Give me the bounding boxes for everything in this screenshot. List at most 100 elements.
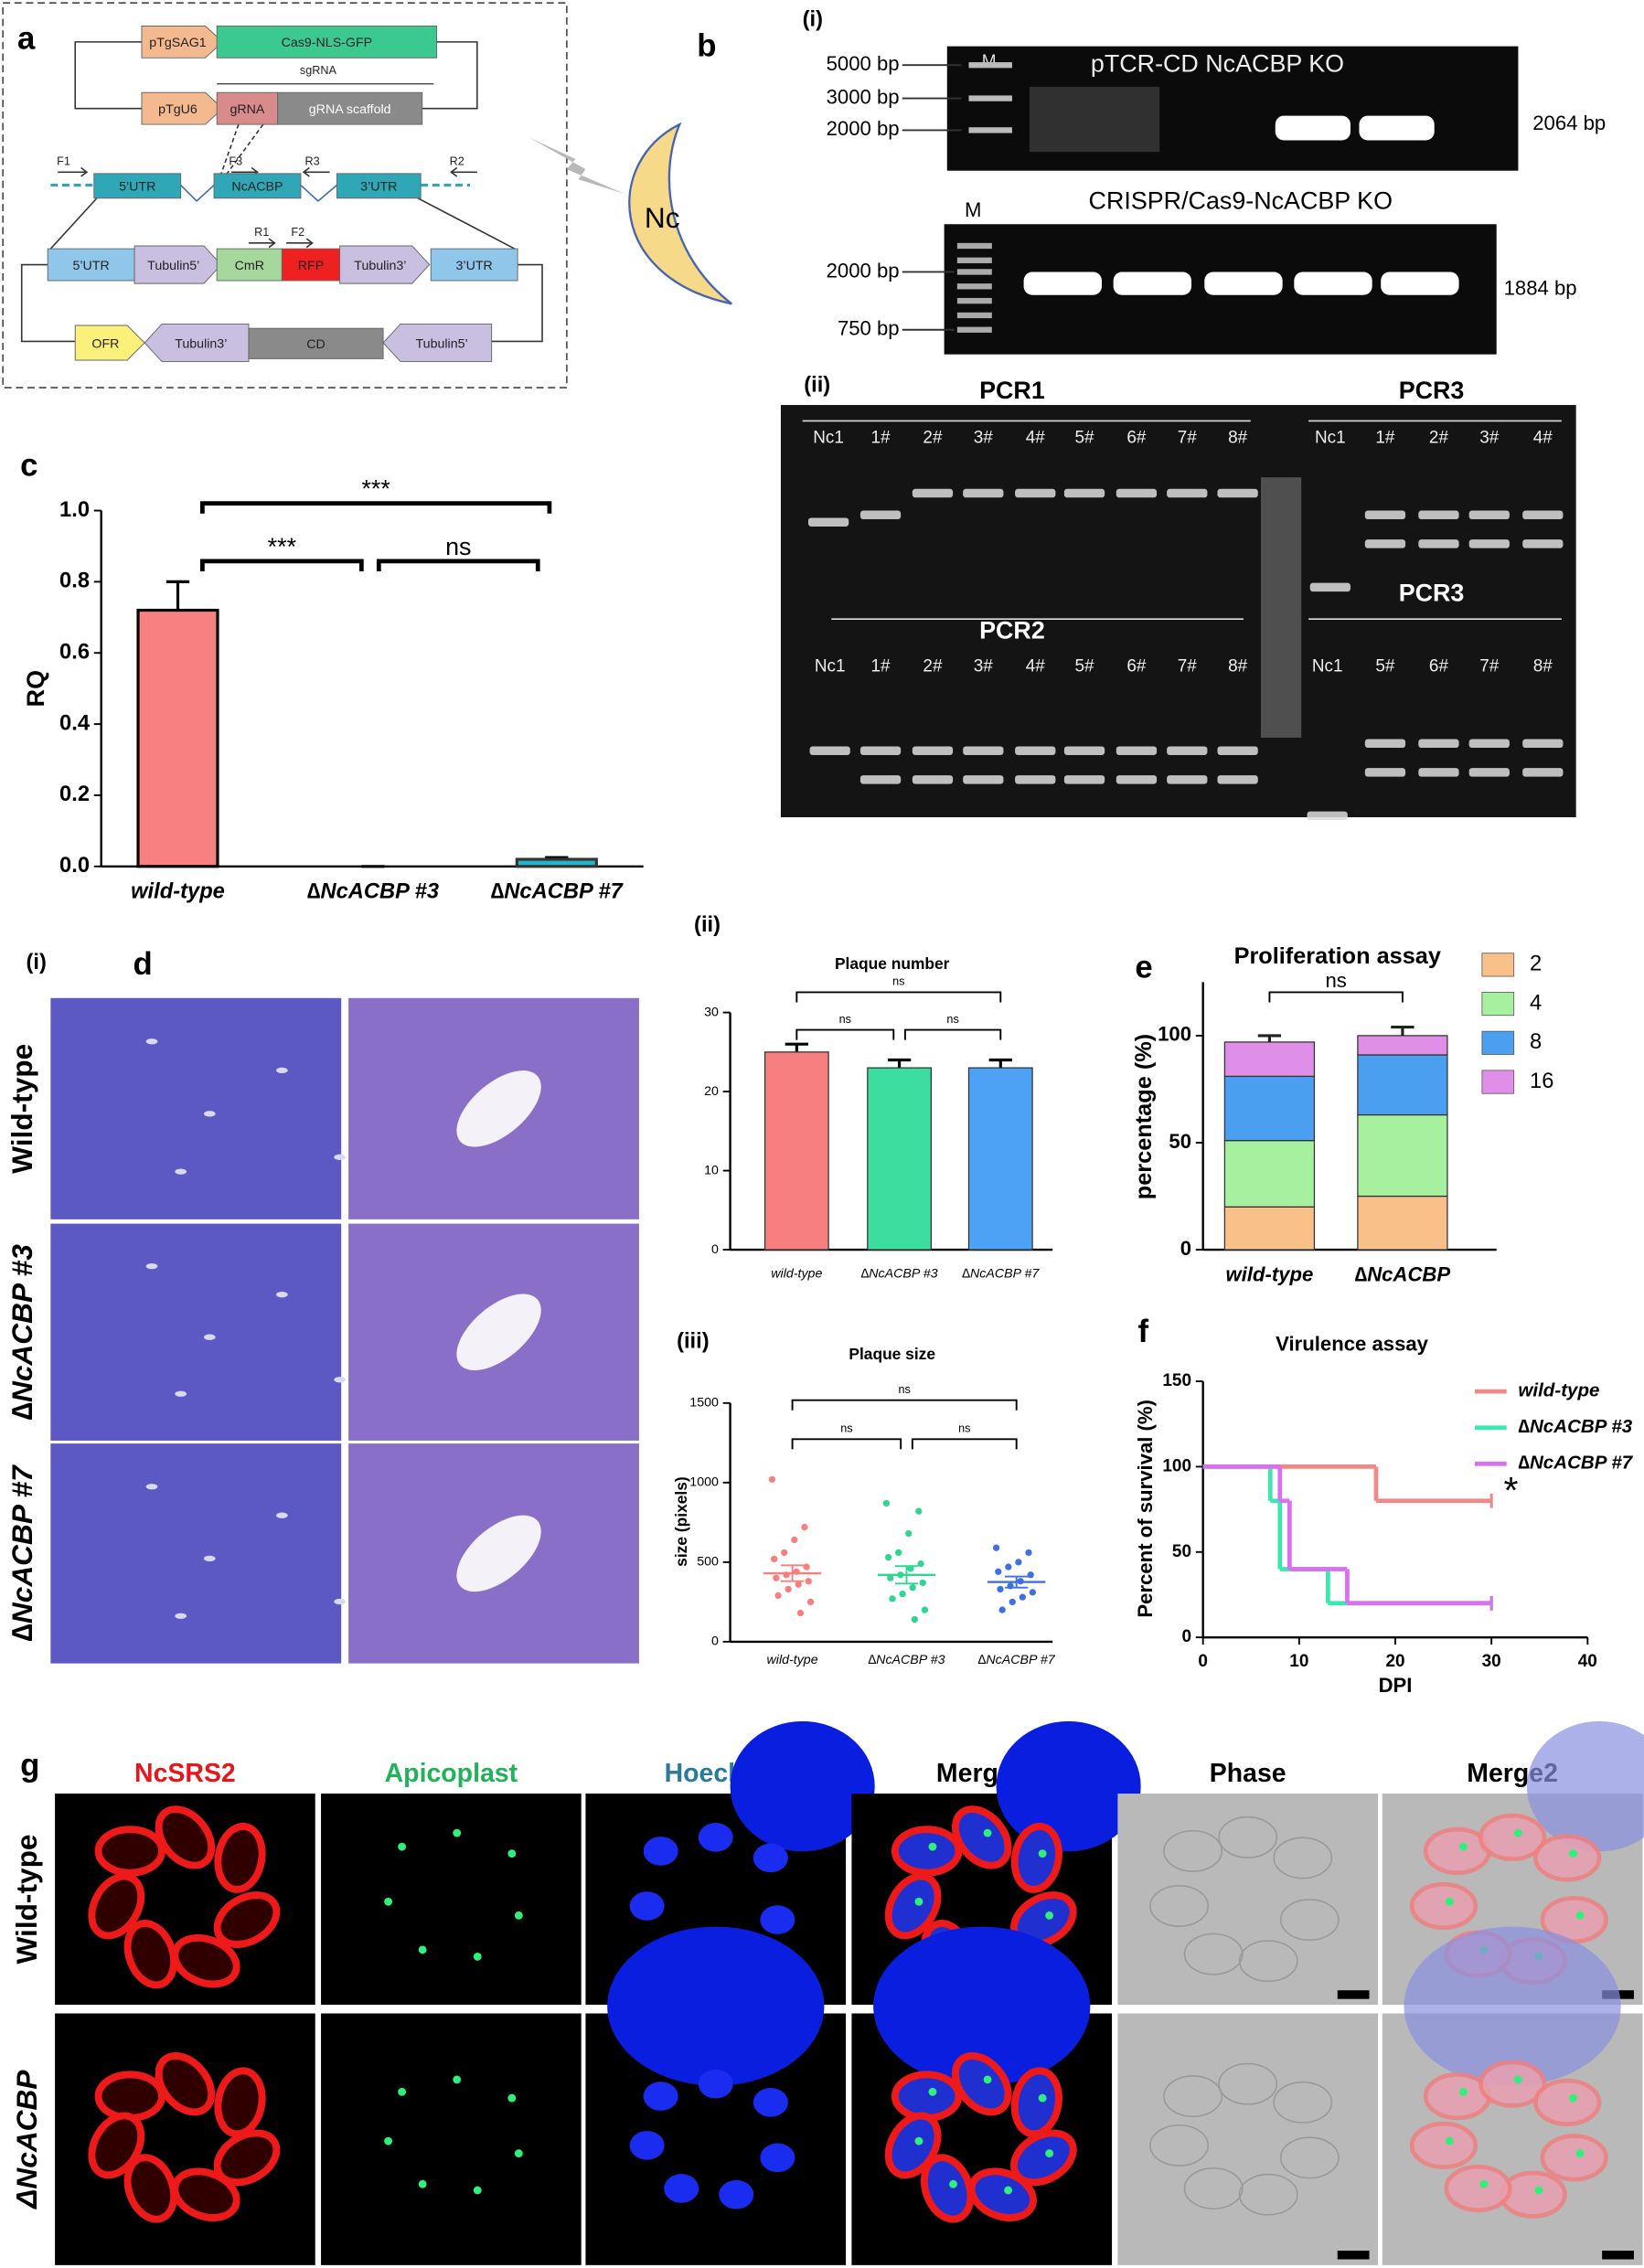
lane-label: 1# [870,428,891,447]
lane-label: 5# [1375,656,1395,676]
cell-outline [1149,1885,1210,1927]
connector [491,263,543,343]
bar-segment [1357,1054,1448,1116]
diagram-label: gRNA [230,102,264,117]
gel-title: PCR2 [979,617,1045,644]
x-tick-label: ∆NcACBP [1355,1262,1451,1285]
data-point [805,1578,812,1585]
diagram-label: R3 [304,155,319,168]
micrograph [321,1794,582,2006]
cell-overlay [1409,1881,1479,1931]
gel-band [956,312,992,319]
apicoplast-dot [514,2149,523,2158]
plaque-spot [276,1291,288,1298]
cell-membrane [891,1826,963,1877]
data-point [796,1609,805,1617]
plaque-spot [203,1111,216,1117]
bar [967,1067,1033,1251]
connector [226,123,264,175]
apicoplast-dot [1575,2149,1585,2158]
x-tick-label: 30 [1482,1652,1501,1671]
cell-outline [1279,1899,1340,1942]
gel-band [956,297,992,304]
gel-band [956,283,992,290]
gel-band [1522,539,1564,548]
apicoplast-dot [1445,2136,1454,2146]
y-tick-label: 100 [1158,1023,1191,1046]
data-point [1005,1563,1012,1571]
data-point [1015,1559,1022,1566]
data-point [917,1560,924,1568]
plaque-spot [175,1613,187,1619]
diagram-label: 3’UTR [360,180,397,195]
lane-label: 2# [1429,428,1449,447]
lane-label: 2# [923,428,943,447]
connector [450,166,458,177]
gel-band [1275,115,1350,141]
gel-marker: M [982,52,997,71]
bar-segment [1223,1041,1316,1078]
plaque-spot [276,1067,288,1074]
apicoplast-dot [1513,1828,1522,1837]
lane-label: 7# [1479,656,1500,676]
cell-membrane [171,2167,240,2221]
gel-band [1063,775,1105,784]
cell-overlay [1478,2060,1547,2108]
lane-label: 3# [1479,428,1500,447]
gel-band [963,488,1004,498]
x-tick-label: wild-type [771,1267,822,1282]
gel-band [1418,510,1459,520]
gene-box [216,91,279,125]
gel-band [1015,746,1056,755]
diagram-label: gRNA scaffold [309,102,391,117]
chart-title: Plaque number [835,954,950,973]
apicoplast-dot [914,2136,923,2146]
gel-band [963,775,1004,784]
diagram-label: OFR [91,336,119,351]
connector [422,41,478,110]
gene-box [93,173,182,199]
lane-label: 1# [870,656,891,676]
panel-letter: e [1135,950,1152,985]
bar-segment [1223,1206,1316,1251]
band-size: 1884 bp [1504,276,1577,299]
cell-overlay [1540,2134,1608,2182]
lane-label: 6# [1126,428,1147,447]
diagram-label: sgRNA [300,64,337,77]
x-tick-label: ∆NcACBP #3 [861,1267,938,1282]
data-point [911,1615,919,1624]
bar [763,1051,829,1251]
y-tick-label: 150 [1162,1371,1191,1390]
cell-membrane [951,1805,1012,1869]
lane-label: 4# [1533,428,1553,447]
connector [302,166,310,177]
apicoplast-dot [1045,1911,1054,1920]
cell-membrane [1010,2067,1062,2138]
column-header: NcSRS2 [134,1759,236,1788]
gene-arrow [144,323,250,363]
data-point [889,1595,896,1603]
lane-label: Nc1 [1312,656,1343,676]
row-label: Wild-type [5,1044,38,1174]
micrograph [1117,1794,1379,2006]
apicoplast-dot [418,2179,427,2188]
gene-arrow [133,245,222,284]
apicoplast-dot [1569,1849,1577,1858]
panel-letter: a [17,21,36,56]
data-point [882,1499,891,1507]
lane-label: 7# [1178,428,1198,447]
subpanel-label: (i) [803,7,823,31]
lane-label: 7# [1178,656,1198,676]
cell-overlay [1478,1813,1547,1861]
x-tick-label: 0 [1198,1652,1208,1671]
gel-band [1364,510,1406,520]
cell-outline [1163,1829,1223,1872]
ladder-label: 750 bp [838,317,900,340]
y-tick-label: 0.6 [59,640,90,664]
connector [80,166,89,177]
data-point [806,1598,815,1606]
data-point [771,1555,778,1563]
apicoplast-dot [983,1828,992,1837]
significance-label: * [1504,1469,1519,1511]
host-nucleus [730,1720,875,1852]
